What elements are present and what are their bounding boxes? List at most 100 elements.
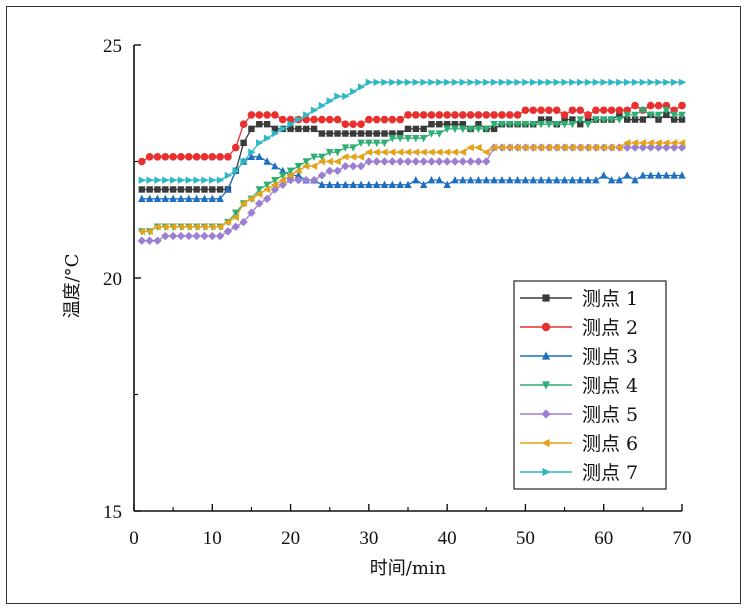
series-1-point	[271, 125, 279, 133]
series-3-point	[600, 171, 608, 179]
series-2-point	[231, 143, 240, 152]
series-4-point	[459, 125, 467, 134]
series-5-point	[239, 217, 248, 227]
series-1-point	[490, 125, 498, 133]
series-3-point	[529, 175, 537, 184]
series-3-point	[326, 180, 334, 188]
series-2-point	[427, 111, 436, 119]
legend-item-5: 测点 5	[520, 404, 638, 426]
series-3	[138, 152, 686, 202]
series-7-point	[584, 78, 593, 86]
series-5-point	[176, 231, 186, 241]
series-1-point	[177, 186, 185, 193]
legend-item-1: 测点 1	[520, 288, 638, 310]
series-5-point	[208, 231, 217, 241]
series-6-point	[646, 139, 654, 147]
series-6-point	[294, 167, 302, 175]
series-6-point	[505, 143, 513, 152]
series-6-point	[208, 223, 216, 231]
series-7-point	[318, 101, 327, 110]
series-4-point	[372, 139, 381, 148]
series-3-point	[412, 175, 420, 184]
series-6-point	[333, 157, 341, 166]
series-4-point	[474, 125, 483, 134]
series-5-point	[137, 236, 147, 245]
series-1-point	[670, 116, 678, 123]
series-7-point	[303, 111, 311, 119]
x-tick-label: 40	[438, 528, 457, 549]
series-7-point	[639, 78, 648, 86]
series-4-point	[271, 176, 279, 185]
series-6-point	[255, 190, 263, 198]
series-3-point	[255, 152, 263, 161]
series-1-point	[209, 186, 216, 193]
series-5-point	[231, 222, 240, 231]
legend-label: 测点 4	[582, 375, 638, 397]
series-2-point	[631, 101, 639, 110]
legend-item-4: 测点 4	[520, 375, 638, 397]
legend-item-7: 测点 7	[520, 462, 638, 484]
series-6-point	[450, 148, 459, 156]
series-3-point	[145, 194, 154, 202]
series-4-point	[631, 111, 639, 120]
series-1-point	[451, 121, 459, 128]
series-7-point	[498, 78, 507, 86]
series-5-point	[435, 157, 444, 166]
legend-marker	[541, 351, 551, 360]
series-7-point	[373, 78, 381, 86]
x-tick-label: 10	[203, 528, 222, 549]
series-1-point	[404, 125, 412, 133]
series-4-point	[255, 186, 263, 194]
series-7-point	[350, 87, 358, 96]
series-4-point	[576, 116, 584, 124]
series-2-point	[247, 111, 256, 119]
series-4-point	[466, 125, 475, 134]
series-5-point	[200, 231, 209, 241]
series-1-point	[639, 116, 647, 123]
series-5-point	[223, 227, 233, 236]
series-1-point	[545, 116, 553, 123]
series-5-point	[192, 231, 201, 241]
series-2-point	[576, 106, 585, 115]
series-6-point	[521, 143, 529, 152]
series-7-point	[271, 129, 280, 138]
legend-label: 测点 2	[582, 317, 638, 339]
series-4-point	[404, 135, 412, 143]
series-1-point	[569, 116, 576, 123]
series-2-point	[153, 153, 162, 161]
series-4-point	[310, 153, 318, 162]
series-1-point	[318, 130, 326, 137]
series-2-point	[192, 153, 201, 161]
series-5-point	[356, 161, 366, 171]
series-6-point	[669, 139, 678, 147]
series-3-point	[404, 180, 412, 188]
series-5-point	[458, 157, 467, 166]
series-2-point	[224, 153, 232, 161]
series-7-point	[663, 78, 671, 86]
series-4-point	[451, 125, 459, 134]
series-1-point	[459, 121, 466, 128]
series-1-point	[256, 121, 263, 128]
series-5-point	[364, 157, 374, 166]
series-5-point	[309, 175, 319, 185]
series-7-point	[490, 78, 499, 86]
series-3-point	[224, 185, 232, 193]
series-6-point	[184, 223, 192, 231]
series-5-point	[411, 157, 421, 166]
series-2-point	[560, 111, 569, 119]
series-3-point	[161, 194, 170, 202]
series-1-point	[655, 116, 662, 123]
series-2-point	[654, 101, 663, 110]
series-6-point	[615, 143, 623, 152]
series-2-point	[200, 153, 209, 161]
series-7-point	[443, 78, 452, 86]
series-2-point	[271, 111, 279, 119]
series-2-point	[466, 111, 475, 119]
series-1-point	[577, 121, 584, 128]
series-3-point	[318, 180, 326, 188]
series-3-point	[623, 171, 631, 179]
series-4-point	[639, 107, 647, 115]
series-5-point	[215, 231, 225, 241]
series-1-point	[584, 116, 592, 123]
series-3-line	[141, 156, 682, 200]
